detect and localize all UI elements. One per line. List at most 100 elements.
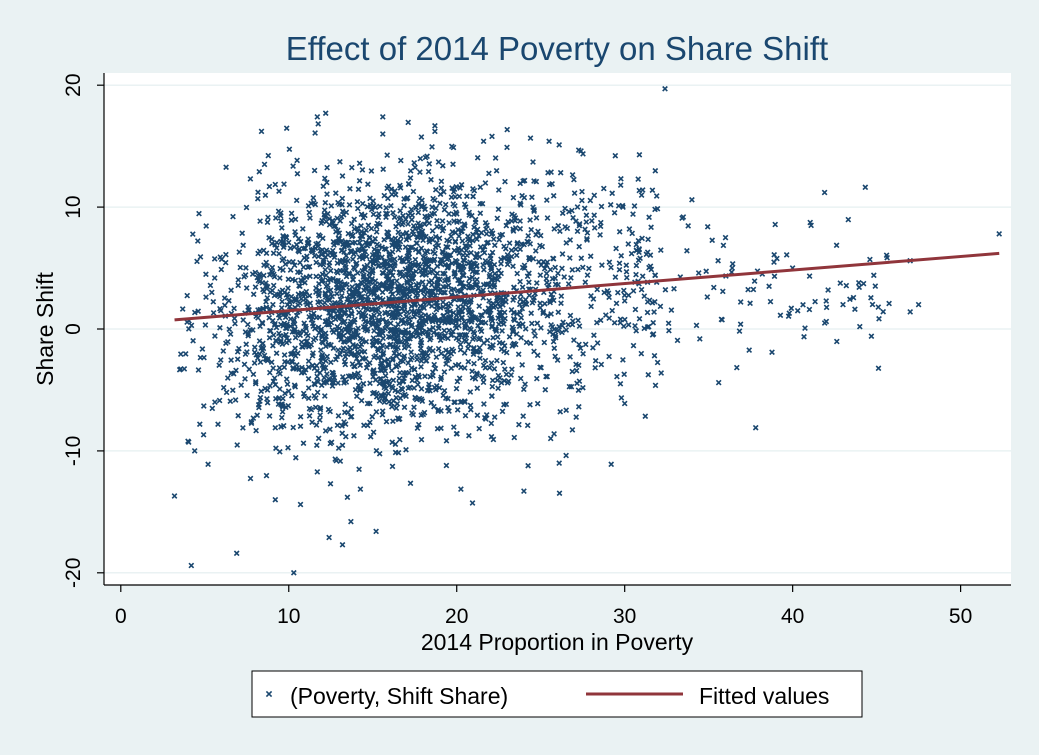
- scatter-point: [381, 246, 388, 252]
- scatter-point: [633, 327, 640, 334]
- scatter-point: [346, 270, 352, 276]
- scatter-point: [579, 197, 585, 204]
- scatter-point: [349, 289, 356, 296]
- scatter-point: [372, 235, 378, 242]
- scatter-point: [280, 244, 287, 251]
- scatter-point: [313, 289, 319, 295]
- scatter-point: [379, 296, 386, 303]
- scatter-point: [435, 159, 442, 165]
- scatter-point: [499, 312, 505, 319]
- scatter-point: [641, 325, 648, 332]
- scatter-point: [416, 248, 422, 255]
- scatter-point: [392, 449, 399, 456]
- scatter-point: [397, 182, 403, 189]
- scatter-point: [438, 178, 445, 185]
- scatter-point: [317, 412, 324, 418]
- scatter-point: [357, 343, 363, 350]
- y-axis-title: Share Shift: [32, 272, 58, 386]
- scatter-point: [360, 272, 367, 279]
- scatter-point: [407, 480, 414, 487]
- scatter-point: [312, 130, 318, 136]
- scatter-point: [559, 265, 565, 272]
- scatter-point: [348, 164, 355, 171]
- scatter-point: [387, 263, 394, 269]
- scatter-point: [465, 345, 471, 352]
- scatter-point: [411, 160, 418, 166]
- scatter-point: [329, 378, 336, 385]
- scatter-point: [255, 315, 261, 321]
- scatter-point: [338, 314, 345, 321]
- scatter-point: [833, 338, 840, 345]
- scatter-point: [500, 359, 507, 366]
- scatter-point: [480, 281, 487, 288]
- scatter-point: [388, 202, 394, 209]
- scatter-point: [428, 334, 434, 341]
- scatter-point: [802, 325, 808, 331]
- scatter-point: [860, 280, 867, 287]
- scatter-point: [489, 322, 496, 329]
- scatter-point: [271, 292, 278, 299]
- scatter-point: [348, 351, 354, 358]
- scatter-point: [334, 422, 341, 429]
- scatter-point: [334, 269, 341, 276]
- scatter-point: [325, 406, 332, 413]
- scatter-point: [771, 251, 778, 258]
- scatter-point: [508, 247, 515, 254]
- scatter-point: [272, 496, 279, 503]
- scatter-point: [256, 404, 262, 411]
- scatter-point: [397, 207, 404, 214]
- scatter-point: [492, 155, 499, 161]
- scatter-point: [227, 398, 234, 405]
- scatter-point: [372, 377, 379, 383]
- scatter-point: [293, 197, 300, 204]
- scatter-point: [348, 231, 355, 238]
- scatter-point: [766, 283, 772, 290]
- scatter-point: [388, 269, 394, 276]
- scatter-point: [354, 283, 360, 289]
- scatter-point: [587, 197, 594, 204]
- scatter-point: [266, 327, 273, 334]
- scatter-point: [440, 299, 446, 305]
- scatter-point: [609, 190, 616, 197]
- scatter-point: [477, 349, 483, 355]
- scatter-point: [463, 247, 470, 254]
- scatter-point: [548, 322, 554, 328]
- scatter-point: [303, 256, 310, 263]
- scatter-point: [594, 286, 601, 293]
- scatter-point: [181, 366, 188, 372]
- scatter-point: [313, 259, 320, 266]
- scatter-point: [428, 282, 435, 288]
- scatter-point: [365, 181, 371, 188]
- scatter-point: [290, 424, 297, 431]
- scatter-point: [454, 219, 460, 225]
- scatter-point: [592, 364, 599, 371]
- scatter-point: [344, 296, 351, 302]
- scatter-point: [867, 256, 873, 263]
- scatter-point: [493, 167, 500, 174]
- scatter-point: [397, 269, 404, 276]
- scatter-point: [278, 225, 285, 231]
- scatter-point: [390, 209, 396, 216]
- scatter-point: [517, 309, 524, 316]
- scatter-point: [665, 320, 672, 327]
- scatter-point: [737, 299, 744, 305]
- scatter-point: [525, 233, 532, 239]
- scatter-point: [251, 349, 258, 356]
- scatter-point: [337, 218, 344, 224]
- scatter-point: [567, 312, 574, 319]
- scatter-point: [511, 212, 518, 219]
- scatter-point: [272, 242, 278, 248]
- scatter-point: [556, 323, 562, 330]
- scatter-point: [535, 228, 541, 235]
- scatter-point: [358, 223, 364, 229]
- scatter-point: [386, 251, 393, 257]
- scatter-point: [268, 236, 275, 243]
- scatter-point: [508, 372, 514, 378]
- scatter-point: [380, 349, 387, 356]
- scatter-point: [586, 265, 592, 272]
- scatter-point: [403, 313, 410, 320]
- scatter-point: [240, 317, 247, 323]
- scatter-point: [405, 343, 412, 349]
- scatter-point: [348, 311, 355, 318]
- scatter-point: [630, 288, 637, 294]
